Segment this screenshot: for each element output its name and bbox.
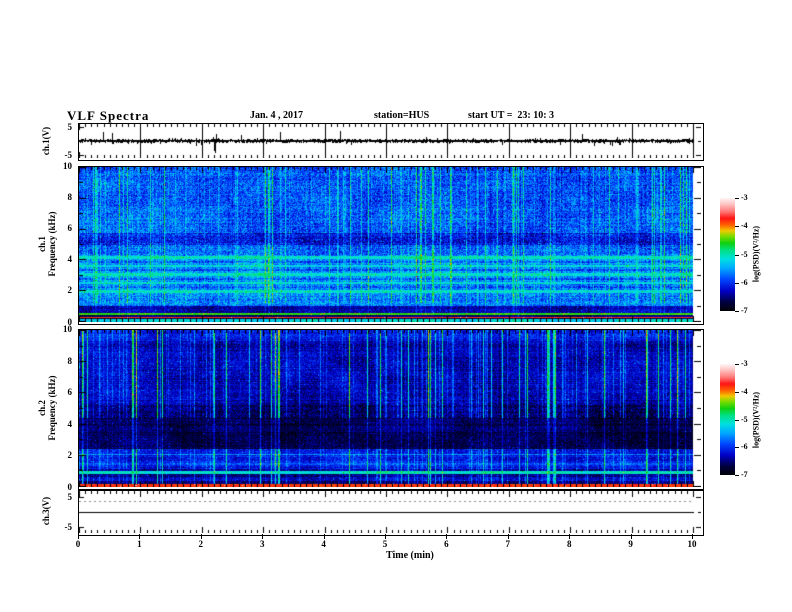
x-axis-tick-label: 8 xyxy=(566,539,572,549)
colorbar-tick xyxy=(735,420,739,421)
x-axis-major-tick xyxy=(201,534,202,539)
colorbar-ch1-tick-label: -3 xyxy=(741,193,748,202)
colorbar-ch2-tick-label: -7 xyxy=(741,470,748,479)
x-axis-tick-label: 3 xyxy=(259,539,265,549)
x-axis-major-tick xyxy=(692,534,693,539)
ch1-spec-ylabel-channel: ch.1 xyxy=(37,236,47,252)
x-axis-major-tick xyxy=(385,534,386,539)
colorbar-tick xyxy=(735,283,739,284)
x-axis-major-tick xyxy=(446,534,447,539)
ch2-spectrogram-panel xyxy=(78,329,704,490)
colorbar-tick xyxy=(735,226,739,227)
figure-date: Jan. 4 , 2017 xyxy=(250,110,304,121)
colorbar-tick xyxy=(735,392,739,393)
x-axis-major-tick xyxy=(324,534,325,539)
ch2-spec-ylabel-channel: ch.2 xyxy=(37,400,47,416)
colorbar-tick xyxy=(735,447,739,448)
colorbar-ch2-tick-label: -4 xyxy=(741,386,748,396)
ch2-spec-ytick-label: 4 xyxy=(67,418,73,429)
x-axis-tick-label: 4 xyxy=(321,539,326,549)
figure-station: station=HUS xyxy=(374,110,430,121)
x-axis-tick-label: 2 xyxy=(198,539,204,549)
ch3-voltage-waveform-canvas xyxy=(79,491,701,533)
ch2-spec-ytick-label: 0 xyxy=(67,481,73,492)
ch3-voltage-ytick-label: -5 xyxy=(64,521,73,532)
ch1-spec-ytick-label: 6 xyxy=(67,223,73,234)
colorbar-tick xyxy=(735,255,739,256)
colorbar-tick xyxy=(735,198,739,199)
ch1-spec-ytick-label: 10 xyxy=(63,161,72,171)
ch3-voltage-panel xyxy=(78,490,704,536)
colorbar-tick xyxy=(735,364,739,365)
colorbar-ch1-tick-label: -7 xyxy=(741,306,748,315)
ch2-spec-ytick-label: 10 xyxy=(63,324,72,334)
ch1-spec-ylabel: ch.1 Frequency (kHz) xyxy=(37,211,57,276)
colorbar-ch2-tick-label: -3 xyxy=(741,359,748,368)
colorbar-tick xyxy=(735,311,739,312)
x-axis-tick-label: 10 xyxy=(687,539,697,549)
ch1-spec-ytick-label: 2 xyxy=(67,285,73,296)
ch1-voltage-waveform-canvas xyxy=(79,124,701,158)
figure-start-ut: start UT = 23: 10: 3 xyxy=(468,110,555,121)
x-axis-tick-label: 6 xyxy=(444,539,449,549)
ch1-spectrogram-panel xyxy=(78,166,704,325)
colorbar-ch2-tick-label: -5 xyxy=(741,414,748,424)
ch2-spec-ytick-label: 8 xyxy=(67,355,73,366)
x-axis-tick-label: 0 xyxy=(75,539,81,549)
x-axis-title: Time (min) xyxy=(386,550,434,561)
colorbar-ch1-tick-label: -5 xyxy=(741,249,748,259)
x-axis-major-tick xyxy=(262,534,263,539)
colorbar-tick xyxy=(735,475,739,476)
colorbar-ch2-tick-label: -6 xyxy=(741,442,748,452)
x-axis-tick-label: 9 xyxy=(628,539,633,549)
x-axis-major-tick xyxy=(569,534,570,539)
ch1-voltage-panel xyxy=(78,123,704,161)
ch1-voltage-ytick-label: -5 xyxy=(64,149,73,160)
x-axis-major-tick xyxy=(139,534,140,539)
figure-title: VLF Spectra xyxy=(67,108,150,123)
ch2-spec-ylabel-axis: Frequency (kHz) xyxy=(47,375,57,441)
x-axis-major-tick xyxy=(508,534,509,539)
ch2-spec-ytick-label: 2 xyxy=(67,450,73,460)
ch2-spectrogram-canvas xyxy=(79,330,701,487)
colorbar-ch2 xyxy=(720,364,735,475)
x-axis-major-tick xyxy=(78,534,79,539)
ch1-spec-ytick-label: 4 xyxy=(67,254,73,265)
colorbar-ch1-tick-label: -6 xyxy=(741,277,748,287)
ch1-spectrogram-canvas xyxy=(79,167,701,322)
x-axis-tick-label: 5 xyxy=(382,539,388,549)
ch1-voltage-ytick-label: 5 xyxy=(67,121,73,132)
x-axis-tick-label: 7 xyxy=(505,539,511,549)
colorbar-ch1-tick-label: -4 xyxy=(741,221,748,231)
colorbar-ch1 xyxy=(720,198,735,311)
ch2-spec-ytick-label: 6 xyxy=(67,387,73,397)
x-axis-tick-label: 1 xyxy=(137,539,142,549)
ch1-spec-ylabel-axis: Frequency (kHz) xyxy=(47,211,57,277)
ch1-spec-ytick-label: 8 xyxy=(67,192,73,203)
x-axis-major-tick xyxy=(631,534,632,539)
ch2-spec-ylabel: ch.2 Frequency (kHz) xyxy=(37,375,57,440)
ch3-voltage-ytick-label: 5 xyxy=(67,491,73,502)
ch1-spec-ytick-label: 0 xyxy=(67,316,73,327)
